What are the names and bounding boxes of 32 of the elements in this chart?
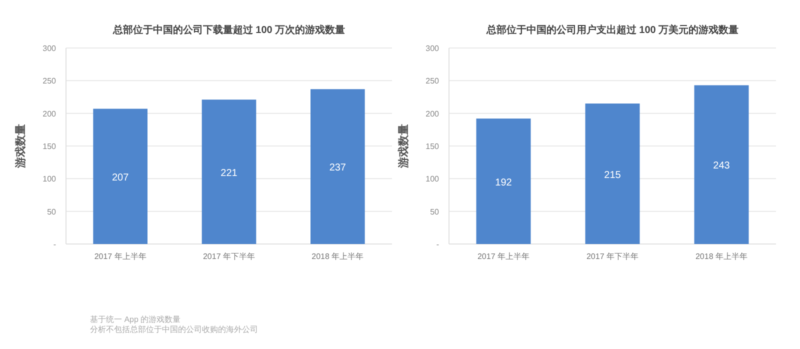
chart-title: 总部位于中国的公司下载量超过 100 万次的游戏数量 <box>112 24 346 36</box>
y-tick-label: - <box>436 240 440 249</box>
y-tick-label: 200 <box>426 109 440 118</box>
y-tick-label: 200 <box>42 109 57 118</box>
x-tick-label: 2017 年下半年 <box>202 252 256 261</box>
data-label: 243 <box>713 160 730 172</box>
data-label: 192 <box>495 177 512 188</box>
y-tick-label: 50 <box>47 207 57 216</box>
y-tick-label: 150 <box>42 142 57 151</box>
x-tick-label: 2018 年上半年 <box>312 252 364 261</box>
data-label: 207 <box>112 172 130 184</box>
y-tick-label: 300 <box>426 44 440 53</box>
chart-title: 总部位于中国的公司用户支出超过 100 万美元的游戏数量 <box>485 24 739 36</box>
y-tick-label: 50 <box>430 207 440 216</box>
text: 基于统一 App 的游戏数量 <box>90 315 181 324</box>
x-tick-label: 2017 年下半年 <box>586 252 639 261</box>
data-label: 215 <box>604 170 622 181</box>
y-axis-title: 游戏数量 <box>14 124 27 169</box>
y-tick-label: 250 <box>426 76 440 86</box>
text: 分析不包括总部位于中国的公司收购的海外公司 <box>90 325 258 334</box>
y-tick-label: 100 <box>42 174 57 184</box>
x-tick-label: 2018 年上半年 <box>695 252 748 261</box>
x-tick-label: 2017 年上半年 <box>94 252 146 261</box>
y-tick-label: 250 <box>42 76 57 86</box>
data-label: 237 <box>329 162 346 174</box>
data-label: 221 <box>220 168 238 179</box>
y-axis-title: 游戏数量 <box>397 124 410 169</box>
y-tick-label: - <box>53 240 56 249</box>
y-tick-label: 150 <box>426 142 440 151</box>
y-tick-label: 300 <box>42 44 57 53</box>
x-tick-label: 2017 年上半年 <box>477 252 530 261</box>
y-tick-label: 100 <box>426 174 440 184</box>
